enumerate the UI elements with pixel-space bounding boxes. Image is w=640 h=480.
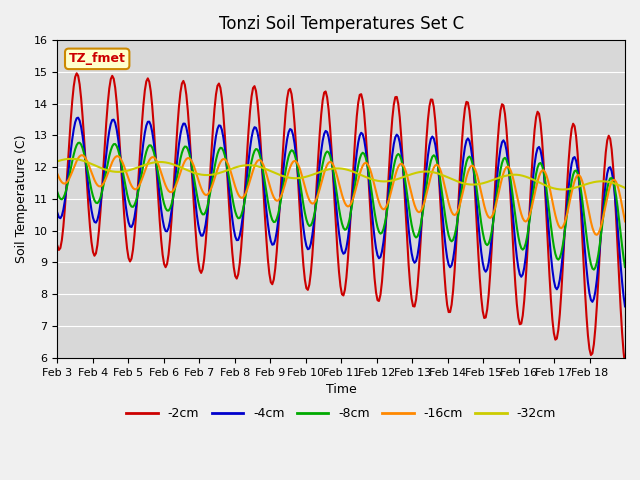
-8cm [92,200,100,205]
Line: -4cm: -4cm [58,118,625,306]
-2cm [92,251,100,256]
-8cm [54,189,61,195]
-8cm [347,209,355,215]
-32cm [620,184,627,190]
Line: -8cm: -8cm [58,143,625,270]
Legend: -2cm, -4cm, -8cm, -16cm, -32cm: -2cm, -4cm, -8cm, -16cm, -32cm [122,402,561,425]
-2cm [73,71,81,76]
-32cm [74,156,82,162]
-32cm [92,163,100,169]
-4cm [54,210,61,216]
-16cm [593,232,601,238]
-8cm [620,254,627,260]
Line: -32cm: -32cm [58,159,625,190]
-32cm [559,187,566,192]
-16cm [460,187,467,192]
-16cm [621,218,629,224]
-32cm [54,158,61,164]
-16cm [92,180,100,186]
-8cm [590,267,598,273]
-8cm [544,198,552,204]
Title: Tonzi Soil Temperatures Set C: Tonzi Soil Temperatures Set C [219,15,464,33]
-4cm [621,303,629,309]
Line: -16cm: -16cm [58,155,625,235]
-16cm [54,171,61,177]
-16cm [79,152,86,158]
-32cm [67,156,75,162]
-4cm [92,220,100,226]
-8cm [76,140,83,145]
-2cm [460,119,467,125]
-2cm [347,209,355,215]
-16cm [73,158,81,164]
-8cm [73,142,81,148]
-4cm [618,278,626,284]
-4cm [347,210,355,216]
X-axis label: Time: Time [326,383,356,396]
-2cm [621,362,629,368]
-8cm [621,264,629,270]
-2cm [544,244,552,250]
Line: -2cm: -2cm [58,73,625,365]
Y-axis label: Soil Temperature (C): Soil Temperature (C) [15,135,28,263]
-4cm [73,115,81,121]
-2cm [54,243,61,249]
-32cm [544,183,552,189]
-4cm [544,217,552,223]
-4cm [460,155,467,160]
-2cm [618,329,626,335]
-16cm [347,201,355,207]
-32cm [347,168,355,174]
-32cm [460,180,467,186]
-2cm [74,73,82,79]
-16cm [544,178,552,183]
Text: TZ_fmet: TZ_fmet [68,52,125,65]
-32cm [621,185,629,191]
-16cm [620,211,627,216]
-4cm [74,115,82,120]
-8cm [460,175,467,180]
